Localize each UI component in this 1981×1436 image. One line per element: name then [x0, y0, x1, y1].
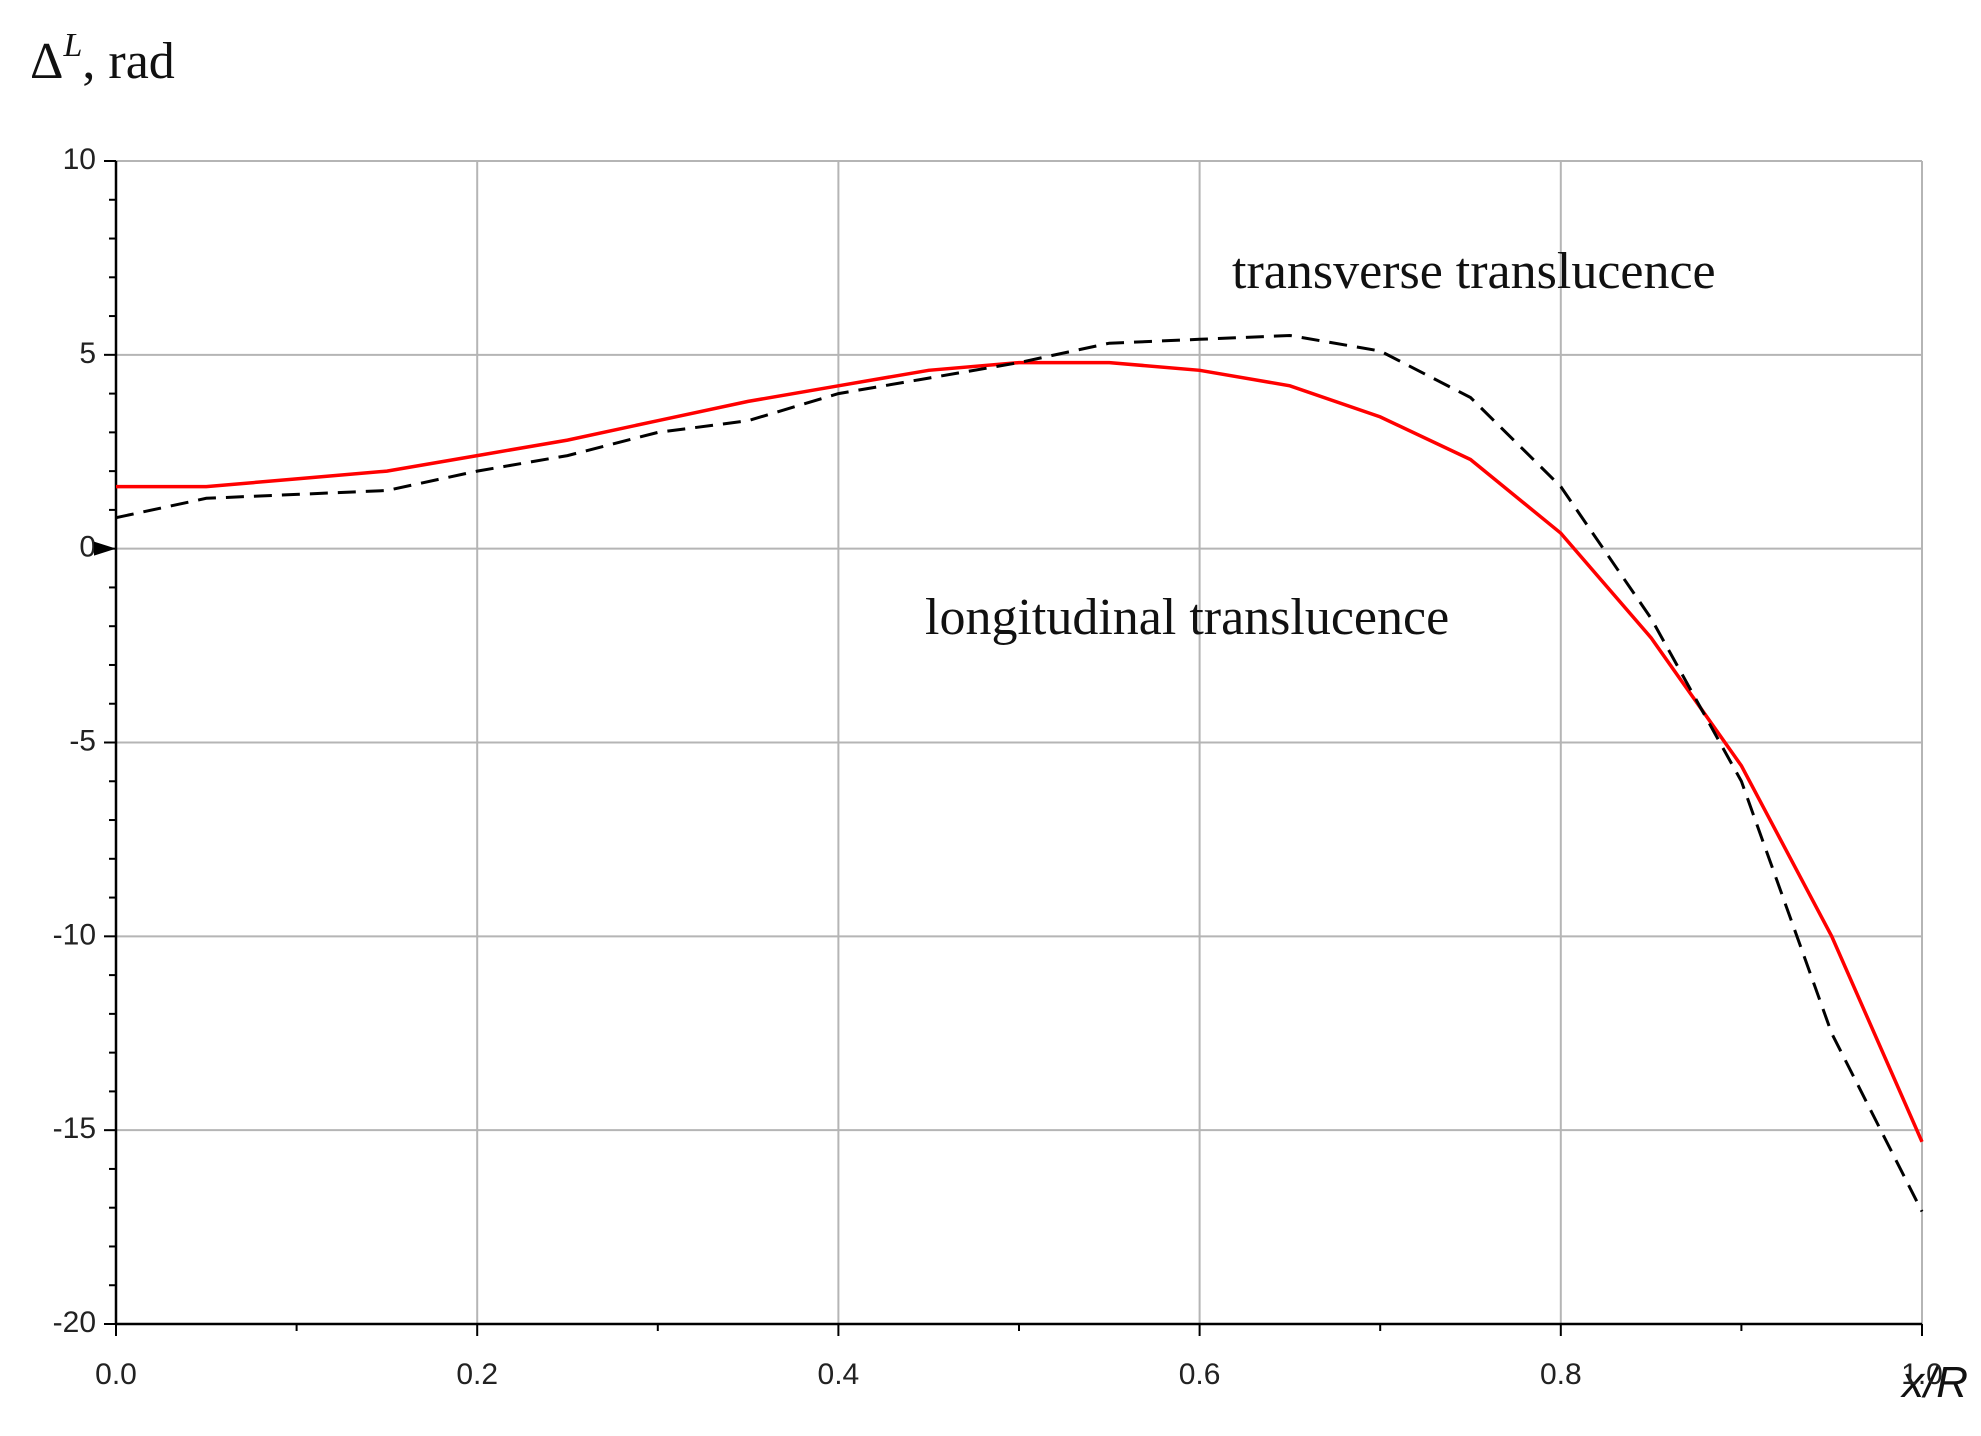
series-annotation: longitudinal translucence — [925, 589, 1449, 646]
y-axis-title-sup: L — [62, 27, 82, 64]
x-axis-title: x/R — [1900, 1358, 1968, 1407]
x-tick-label: 0.2 — [456, 1358, 498, 1391]
x-tick-label: 0.6 — [1179, 1358, 1221, 1391]
y-tick-label: -15 — [53, 1112, 96, 1145]
y-axis-title-symbol: Δ — [30, 33, 63, 90]
x-tick-label: 0.4 — [818, 1358, 860, 1391]
x-tick-label: 1.0 — [1901, 1358, 1943, 1391]
y-tick-label: -20 — [53, 1306, 96, 1339]
y-tick-label: 5 — [79, 337, 96, 370]
y-tick-label: -10 — [53, 918, 96, 951]
x-tick-label: 0.8 — [1540, 1358, 1582, 1391]
series-line — [116, 360, 1924, 1143]
y-axis-title-unit: , rad — [82, 33, 174, 90]
y-tick-label: 10 — [63, 143, 96, 176]
y-tick-label: 0 — [79, 531, 96, 564]
x-tick-label: 0.0 — [95, 1358, 137, 1391]
y-axis-title: ΔL, rad — [30, 27, 175, 90]
series-annotation: transverse translucence — [1232, 243, 1716, 300]
zero-marker — [94, 541, 116, 556]
y-tick-label: -5 — [69, 724, 96, 757]
